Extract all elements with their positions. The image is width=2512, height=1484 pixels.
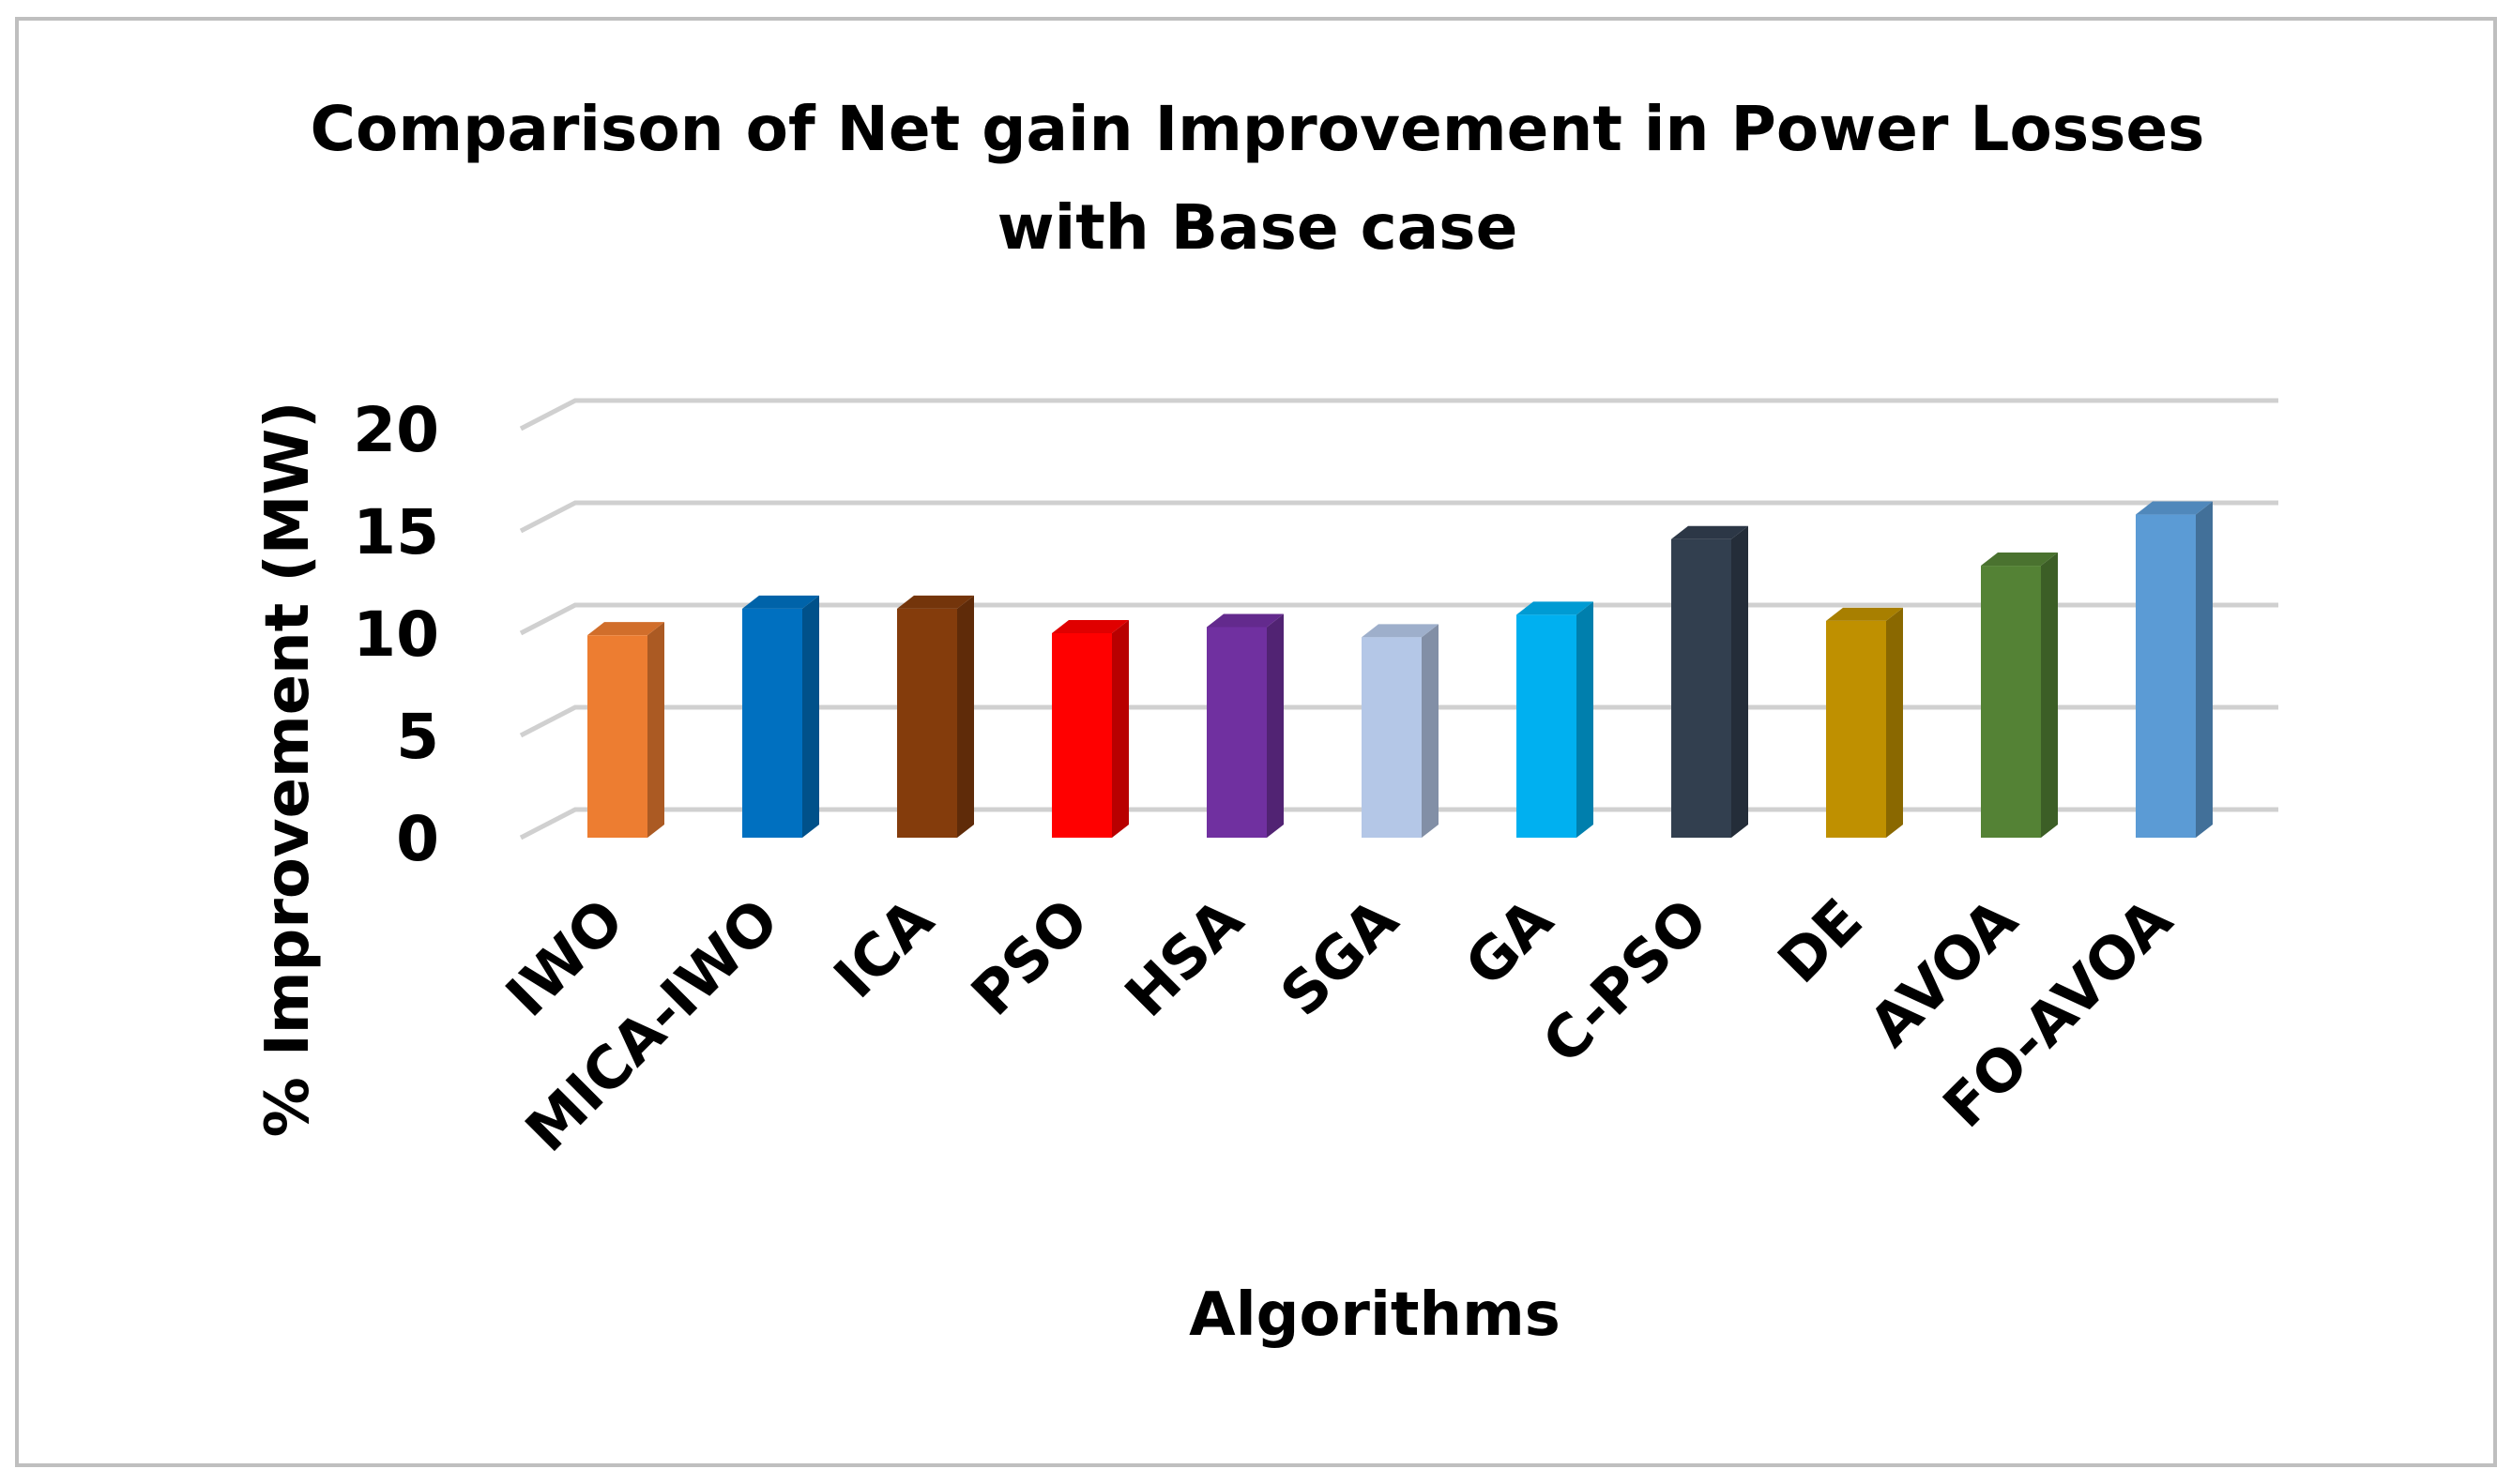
bar-fo-avoa bbox=[2136, 501, 2213, 838]
y-tick-label: 5 bbox=[396, 701, 439, 773]
bar-front bbox=[1207, 627, 1267, 838]
bar-mica-iwo bbox=[742, 595, 819, 838]
bar-sga bbox=[1362, 624, 1439, 838]
bar-ga bbox=[1516, 601, 1593, 838]
y-axis-title: % Improvement (MW) bbox=[253, 401, 323, 1138]
bar-side bbox=[647, 622, 664, 838]
bar-top bbox=[1671, 525, 1748, 539]
x-axis-title: Algorithms bbox=[1189, 1280, 1560, 1350]
gridline bbox=[519, 500, 2278, 534]
bar-top bbox=[1981, 553, 2058, 567]
bar-front bbox=[897, 608, 957, 838]
bar-top bbox=[587, 622, 664, 636]
bar-front bbox=[1052, 633, 1112, 838]
bar-side bbox=[2196, 501, 2213, 838]
bar-de bbox=[1826, 607, 1903, 838]
gridline bbox=[519, 398, 2278, 432]
bar-front bbox=[1516, 614, 1576, 838]
bar-front bbox=[2136, 514, 2196, 838]
bar-side bbox=[1422, 624, 1439, 838]
bar-top bbox=[2136, 501, 2213, 515]
bar-top bbox=[1052, 620, 1129, 633]
bar-front bbox=[1826, 620, 1886, 838]
y-axis-ticks: 0 5 10 15 20 bbox=[353, 394, 439, 875]
bar-top bbox=[1826, 607, 1903, 621]
bar-front bbox=[1981, 566, 2041, 838]
chart-title-line-1: Comparison of Net gain Improvement in Po… bbox=[311, 93, 2205, 165]
bar-front bbox=[1671, 538, 1731, 838]
bar-hsa bbox=[1207, 613, 1284, 838]
bar-side bbox=[1886, 607, 1903, 838]
bar-top bbox=[1362, 624, 1439, 638]
bar-side bbox=[1576, 601, 1593, 838]
y-tick-label: 20 bbox=[353, 394, 439, 466]
chart-title-line-2: with Base case bbox=[997, 191, 1518, 264]
bar-top bbox=[742, 595, 819, 609]
bar-side bbox=[1731, 525, 1748, 838]
bar-top bbox=[897, 595, 974, 609]
bar-top bbox=[1516, 601, 1593, 615]
bar-front bbox=[742, 608, 802, 838]
y-tick-label: 0 bbox=[396, 803, 439, 875]
bar-pso bbox=[1052, 620, 1129, 838]
bar-side bbox=[957, 595, 974, 838]
bar-front bbox=[1362, 637, 1422, 838]
bar-side bbox=[2041, 553, 2058, 838]
bar-c-pso bbox=[1671, 525, 1748, 838]
bar-front bbox=[587, 635, 647, 838]
bar-ica bbox=[897, 595, 974, 838]
y-tick-label: 15 bbox=[353, 496, 439, 568]
bar-side bbox=[1267, 613, 1284, 838]
bar-side bbox=[1112, 620, 1129, 838]
bar-avoa bbox=[1981, 553, 2058, 838]
bar-side bbox=[802, 595, 819, 838]
bars bbox=[587, 501, 2213, 838]
bar-iwo bbox=[587, 622, 664, 838]
y-tick-label: 10 bbox=[353, 598, 439, 671]
bar-top bbox=[1207, 613, 1284, 628]
